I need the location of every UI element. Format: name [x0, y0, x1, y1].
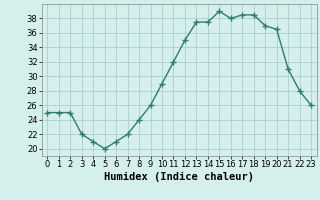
X-axis label: Humidex (Indice chaleur): Humidex (Indice chaleur) — [104, 172, 254, 182]
